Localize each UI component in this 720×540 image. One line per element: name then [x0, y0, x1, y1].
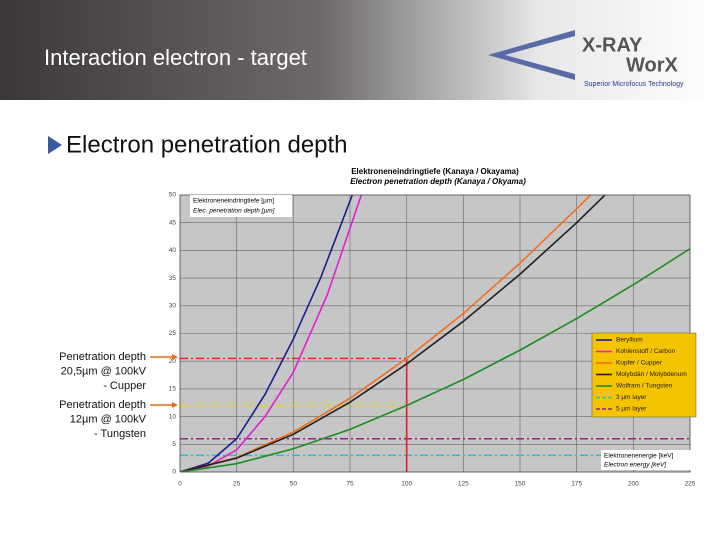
y-label: Elec. penetration depth [µm]	[193, 208, 275, 215]
y-tick-label: 40	[169, 247, 177, 254]
y-tick-label: 10	[169, 413, 177, 420]
annotation-text: 12µm @ 100kV	[70, 413, 147, 425]
y-tick-label: 5	[172, 441, 176, 448]
y-label: Elektroneneindringtiefe [µm]	[193, 198, 274, 205]
x-tick-label: 0	[178, 481, 182, 488]
y-tick-label: 50	[169, 192, 177, 199]
logo-line1: X-RAY	[582, 34, 643, 56]
y-tick-label: 25	[169, 330, 177, 337]
annotation-text: Penetration depth	[59, 351, 146, 363]
x-tick-label: 200	[628, 481, 639, 488]
y-tick-label: 20	[169, 358, 177, 365]
annotation-arrowhead	[172, 402, 178, 408]
legend-label: 3 µm layer	[616, 394, 647, 401]
x-tick-label: 150	[515, 481, 526, 488]
x-tick-label: 75	[346, 481, 354, 488]
annotation-text: 20,5µm @ 100kV	[61, 365, 147, 377]
series-line	[180, 195, 363, 472]
y-tick-label: 15	[169, 386, 177, 393]
x-label-box	[601, 450, 691, 470]
x-label: Electron energy [keV]	[604, 462, 666, 469]
x-label: Elektronenenergie [keV]	[604, 453, 674, 460]
annotation-text: Penetration depth	[59, 399, 146, 411]
x-tick-label: 50	[290, 481, 298, 488]
x-tick-label: 100	[401, 481, 412, 488]
annotation-text: - Tungsten	[94, 428, 146, 440]
logo: X-RAY WorX Superior Microfocus Technolog…	[488, 30, 684, 88]
legend-label: Kohlenstoff / Carbon	[616, 348, 676, 355]
chart-subtitle: Electron penetration depth (Kanaya / Oky…	[350, 177, 526, 186]
header-band	[0, 0, 720, 100]
logo-line2: WorX	[626, 54, 679, 76]
annotation-text: - Cupper	[103, 380, 146, 392]
y-tick-label: 0	[172, 469, 176, 476]
series-line	[180, 248, 690, 472]
series-line	[180, 195, 592, 472]
annotation-arrowhead	[172, 354, 178, 360]
x-tick-label: 175	[571, 481, 582, 488]
x-tick-label: 125	[458, 481, 469, 488]
y-label-box	[190, 195, 292, 217]
series-line	[180, 195, 607, 472]
legend-label: 5 µm layer	[616, 406, 647, 413]
legend-label: Kupfer / Cupper	[616, 360, 663, 367]
legend-label: Beryllium	[616, 337, 643, 344]
slide-title: Interaction electron - target	[44, 45, 307, 70]
y-tick-label: 45	[169, 219, 177, 226]
x-tick-label: 25	[233, 481, 241, 488]
legend-label: Wolfram / Tungsten	[616, 383, 673, 390]
chart-title: Elektroneneindringtiefe (Kanaya / Okayam…	[351, 167, 519, 176]
logo-arrow	[488, 30, 575, 80]
legend-label: Molybdän / Molybdenum	[616, 371, 687, 378]
series-line	[180, 195, 354, 472]
bullet-text: Electron penetration depth	[66, 131, 348, 158]
bullet-marker	[48, 136, 62, 154]
y-tick-label: 35	[169, 275, 177, 282]
x-tick-label: 225	[685, 481, 696, 488]
y-tick-label: 30	[169, 303, 177, 310]
logo-tagline: Superior Microfocus Technology	[584, 81, 684, 88]
